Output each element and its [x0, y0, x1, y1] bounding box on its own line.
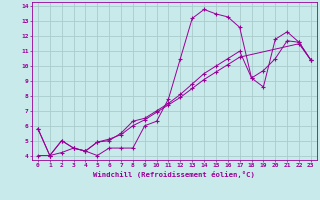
X-axis label: Windchill (Refroidissement éolien,°C): Windchill (Refroidissement éolien,°C) [93, 171, 255, 178]
